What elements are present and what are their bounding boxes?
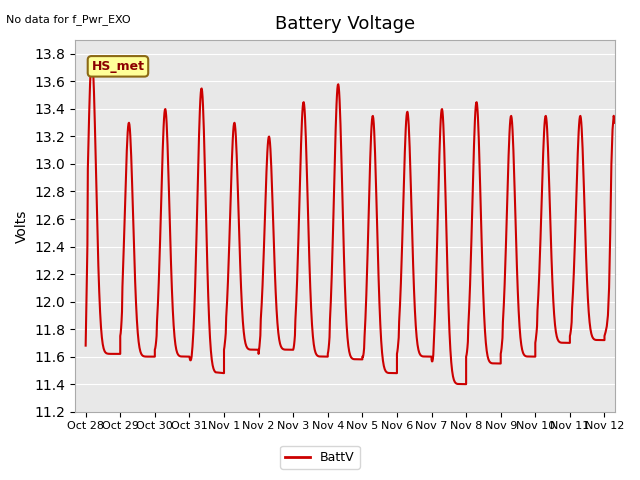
- Title: Battery Voltage: Battery Voltage: [275, 15, 415, 33]
- Text: No data for f_Pwr_EXO: No data for f_Pwr_EXO: [6, 14, 131, 25]
- Y-axis label: Volts: Volts: [15, 209, 29, 242]
- Legend: BattV: BattV: [280, 446, 360, 469]
- Text: HS_met: HS_met: [92, 60, 145, 73]
